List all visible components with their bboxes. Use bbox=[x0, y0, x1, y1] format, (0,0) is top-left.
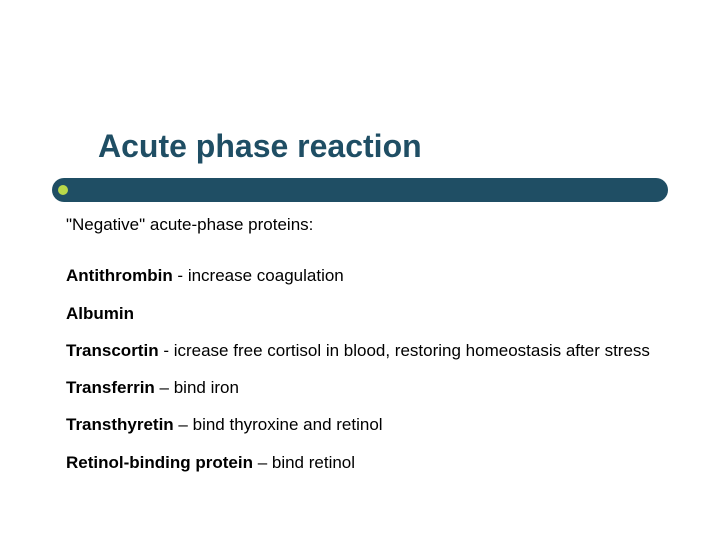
sep-text: – bbox=[155, 378, 174, 397]
desc-text: bind retinol bbox=[272, 453, 355, 472]
list-item: Transthyretin – bind thyroxine and retin… bbox=[66, 414, 668, 435]
bullet-dot-icon bbox=[58, 185, 68, 195]
term-text: Transthyretin bbox=[66, 415, 174, 434]
list-item: Antithrombin - increase coagulation bbox=[66, 265, 668, 286]
subtitle-text: "Negative" acute-phase proteins: bbox=[66, 214, 668, 235]
sep-text: - bbox=[173, 266, 188, 285]
desc-text: bind thyroxine and retinol bbox=[193, 415, 383, 434]
term-text: Albumin bbox=[66, 304, 134, 323]
list-item: Albumin bbox=[66, 303, 668, 324]
sep-text: – bbox=[174, 415, 193, 434]
term-text: Antithrombin bbox=[66, 266, 173, 285]
list-item: Transcortin - icrease free cortisol in b… bbox=[66, 340, 668, 361]
term-text: Transferrin bbox=[66, 378, 155, 397]
list-item: Transferrin – bind iron bbox=[66, 377, 668, 398]
term-text: Transcortin bbox=[66, 341, 159, 360]
sep-text: – bbox=[253, 453, 272, 472]
desc-text: increase coagulation bbox=[188, 266, 344, 285]
term-text: Retinol-binding protein bbox=[66, 453, 253, 472]
desc-text: bind iron bbox=[174, 378, 239, 397]
desc-text: icrease free cortisol in blood, restorin… bbox=[174, 341, 650, 360]
slide: Acute phase reaction "Negative" acute-ph… bbox=[0, 0, 720, 540]
list-item: Retinol-binding protein – bind retinol bbox=[66, 452, 668, 473]
slide-body: "Negative" acute-phase proteins: Antithr… bbox=[66, 214, 668, 489]
title-underline-bar bbox=[52, 178, 668, 202]
sep-text: - bbox=[159, 341, 174, 360]
slide-title: Acute phase reaction bbox=[98, 128, 422, 165]
